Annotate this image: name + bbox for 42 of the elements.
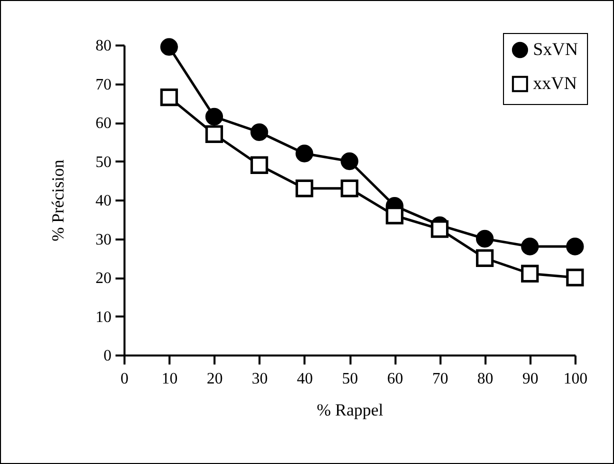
x-tick-label: 50 (342, 370, 358, 388)
y-tick-label: 70 (96, 76, 112, 94)
point (340, 180, 358, 198)
point (250, 123, 268, 142)
x-tick-label: 10 (162, 370, 178, 388)
y-tick-label: 50 (96, 154, 112, 171)
x-tick-label: 60 (387, 370, 404, 388)
point (340, 152, 358, 170)
y-tick-label: 10 (96, 308, 112, 326)
y-tick-label: 60 (96, 115, 112, 132)
point (566, 238, 584, 256)
point (250, 156, 268, 174)
y-tick-label: 40 (96, 192, 112, 210)
point (160, 88, 178, 106)
y-tick-label: 20 (96, 270, 112, 287)
legend-label: xxVN (533, 73, 577, 93)
x-tick-label: 40 (296, 370, 313, 388)
point (386, 206, 404, 224)
point (205, 108, 224, 126)
point (476, 249, 494, 267)
point (296, 144, 314, 162)
x-tick-label: 100 (564, 370, 588, 388)
point (521, 264, 539, 282)
legend-label: SxVN (533, 39, 578, 59)
y-tick-label: 0 (104, 348, 112, 364)
point (521, 238, 539, 256)
point (476, 230, 494, 248)
x-tick-label: 80 (477, 370, 494, 388)
point (160, 38, 178, 56)
point (296, 180, 314, 198)
point (430, 220, 449, 238)
y-tick-label: 30 (96, 231, 112, 248)
x-tick-label: 90 (522, 370, 538, 388)
x-tick-label: 20 (206, 370, 223, 388)
y-tick-label: 80 (96, 38, 112, 54)
y-axis-title: % Précision (48, 159, 68, 242)
point (566, 268, 584, 286)
x-tick-label: 30 (252, 370, 268, 388)
point (205, 125, 224, 143)
x-axis-title: % Rappel (316, 400, 384, 420)
x-tick-label: 0 (120, 370, 128, 388)
x-tick-label: 70 (432, 370, 448, 388)
